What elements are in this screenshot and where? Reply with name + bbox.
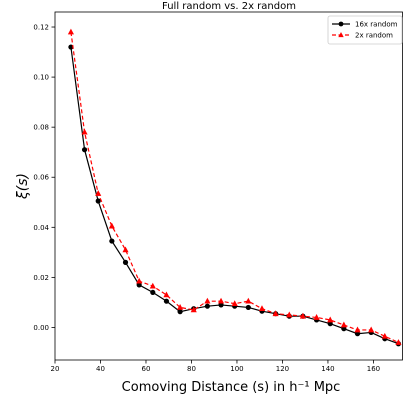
y-tick-label-4: 0.08 [33,124,49,132]
y-tick-label-5: 0.10 [33,74,49,82]
point-0-8 [177,309,183,315]
series-1 [67,28,402,345]
point-1-11 [217,297,225,304]
legend: 16x random 2x random [327,15,403,45]
point-0-13 [245,304,251,311]
point-1-2 [95,190,102,196]
point-0-11 [218,302,224,308]
point-1-15 [272,310,279,317]
point-1-21 [354,326,361,333]
point-1-13 [245,297,252,304]
legend-box [327,15,403,45]
plot-frame [54,11,403,361]
point-0-2 [95,198,101,204]
chart-title: Full random vs. 2x random [162,1,296,12]
x-tick-label-7: 160 [367,365,380,373]
y-tick-label-0: 0.00 [33,324,49,332]
y-tick-label-2: 0.04 [33,224,49,232]
point-0-20 [341,326,347,332]
series-layer [67,28,402,347]
x-tick-label-2: 60 [142,365,151,373]
point-1-5 [136,277,143,284]
point-0-3 [109,238,115,244]
plot-area [54,11,403,361]
point-1-20 [340,321,347,328]
point-1-6 [149,282,156,289]
y-tick-label-3: 0.06 [33,174,49,182]
x-tick-label-0: 20 [51,365,60,373]
point-1-17 [299,312,306,319]
point-1-9 [190,306,197,313]
point-1-24 [395,339,402,345]
point-0-10 [204,303,210,309]
x-axis-label: Comoving Distance (s) in h⁻¹ Mpc [122,380,341,395]
series-line-0 [70,46,399,345]
point-0-7 [163,298,170,304]
point-1-12 [231,300,238,307]
point-1-4 [122,246,129,253]
x-tick-label-6: 140 [321,365,334,373]
point-1-23 [381,332,388,339]
point-1-14 [258,305,266,312]
point-1-22 [368,326,375,333]
point-1-3 [108,222,115,229]
point-0-5 [136,282,142,288]
point-1-8 [177,304,184,310]
point-1-7 [163,291,170,298]
series-line-1 [70,31,399,344]
x-tick-label-4: 100 [230,365,243,373]
legend-label-1: 2x random [355,32,393,40]
point-1-0 [67,28,74,35]
point-1-16 [286,311,293,318]
point-0-6 [150,289,156,296]
point-0-4 [122,259,129,265]
point-1-10 [204,297,211,304]
x-tick-label-5: 120 [276,365,289,373]
x-axis: 20 40 60 80 100 120 140 160 [51,360,380,373]
x-tick-label-1: 40 [96,365,105,373]
point-0-19 [327,321,333,327]
point-0-1 [81,147,88,153]
legend-label-0: 16x random [355,21,398,29]
point-1-19 [327,316,334,323]
legend-marker-0 [338,21,344,27]
point-0-21 [354,331,361,337]
y-tick-label-1: 0.02 [33,274,49,282]
point-1-1 [81,128,88,135]
y-tick-label-6: 0.12 [33,24,49,32]
point-1-18 [313,314,320,320]
x-tick-label-3: 80 [187,365,196,373]
y-axis: 0.00 0.02 0.04 0.06 0.08 0.10 0.12 [33,24,55,332]
legend-marker-1 [338,32,344,38]
y-axis-label: ξ(s) [15,173,31,200]
